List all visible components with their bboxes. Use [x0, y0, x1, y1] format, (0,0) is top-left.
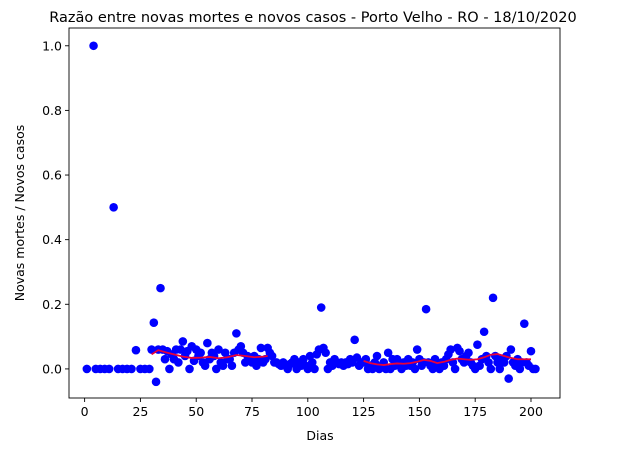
scatter-point [89, 41, 98, 51]
y-tick-label: 0.8 [42, 103, 62, 118]
x-tick-label: 175 [463, 404, 487, 419]
y-axis-label: Novas mortes / Novos casos [12, 125, 27, 302]
scatter-point [236, 342, 246, 351]
x-tick-label: 125 [352, 404, 376, 419]
scatter-point [176, 345, 185, 354]
scatter-point [531, 364, 540, 374]
scatter-point [127, 364, 136, 374]
x-tick-label: 25 [132, 404, 148, 419]
scatter-point [145, 364, 154, 374]
scatter-point [256, 343, 266, 353]
scatter-point [495, 364, 505, 374]
x-tick-label: 50 [188, 404, 204, 419]
scatter-point [149, 318, 159, 328]
scatter-point [174, 358, 183, 367]
scatter-point [310, 364, 319, 374]
x-tick-label: 150 [407, 404, 431, 419]
scatter-point [147, 345, 156, 354]
scatter-point [252, 361, 261, 370]
scatter-point [156, 283, 165, 293]
scatter-point [303, 364, 313, 374]
y-tick-label: 0.4 [42, 232, 62, 247]
y-tick-label: 0.0 [42, 361, 62, 376]
scatter-point [479, 327, 489, 337]
scatter-point [203, 338, 212, 348]
scatter-point [218, 361, 228, 370]
x-tick-label: 200 [519, 404, 543, 419]
scatter-point [519, 319, 529, 328]
scatter-point [131, 345, 141, 355]
scatter-point [151, 377, 161, 387]
scatter-point [412, 345, 422, 354]
scatter-point [506, 345, 516, 354]
scatter-point [178, 337, 188, 346]
y-tick-label: 1.0 [42, 38, 62, 53]
scatter-point [383, 348, 393, 358]
moving-average-line [363, 353, 531, 366]
x-axis-label: Dias [306, 428, 333, 443]
scatter-point [220, 348, 230, 358]
scatter-point [350, 335, 359, 345]
y-tick-label: 0.2 [42, 297, 62, 312]
scatter-point [104, 364, 114, 374]
y-tick-label: 0.6 [42, 168, 62, 183]
x-tick-label: 0 [81, 404, 89, 419]
axes-frame [68, 27, 561, 399]
scatter-point [160, 354, 170, 364]
scatter-point [499, 358, 509, 367]
scatter-point [450, 364, 460, 374]
scatter-point [439, 361, 449, 370]
moving-average-line [151, 349, 268, 360]
scatter-point [484, 358, 493, 367]
scatter-point [504, 374, 513, 383]
x-tick-label: 75 [244, 404, 260, 419]
chart-title: Razão entre novas mortes e novos casos -… [49, 10, 577, 26]
scatter-point [227, 361, 237, 370]
scatter-point [316, 303, 326, 312]
scatter-point [372, 351, 382, 361]
scatter-point [232, 329, 241, 338]
scatter-point [488, 293, 498, 303]
scatter-point [305, 351, 315, 361]
scatter-point [368, 364, 377, 374]
scatter-point [82, 364, 92, 374]
scatter-point [267, 351, 277, 361]
plot-area [82, 41, 540, 387]
scatter-point [212, 364, 221, 374]
scatter-point [196, 348, 205, 358]
scatter-point [526, 346, 536, 356]
scatter-point [455, 346, 464, 356]
scatter-point [515, 364, 525, 374]
scatter-point [165, 364, 174, 374]
scatter-point [475, 361, 484, 370]
scatter-point [214, 345, 223, 354]
scatter-point [185, 364, 194, 374]
x-tick-label: 100 [296, 404, 320, 419]
scatter-point [486, 364, 496, 374]
scatter-point [109, 203, 118, 212]
scatter-point [446, 345, 455, 354]
scatter-point [200, 361, 210, 370]
scatter-point [410, 364, 420, 374]
axes: 0 25 50 75 100 125 150 175 200 0.0 0.2 0.4 0.6 0.8 1.0 [42, 27, 561, 419]
scatter-point [464, 348, 473, 358]
scatter-point [307, 358, 317, 367]
scatter-point [421, 304, 431, 314]
scatter-point [299, 354, 308, 364]
scatter-point [473, 340, 482, 349]
scatter-point [321, 348, 330, 358]
